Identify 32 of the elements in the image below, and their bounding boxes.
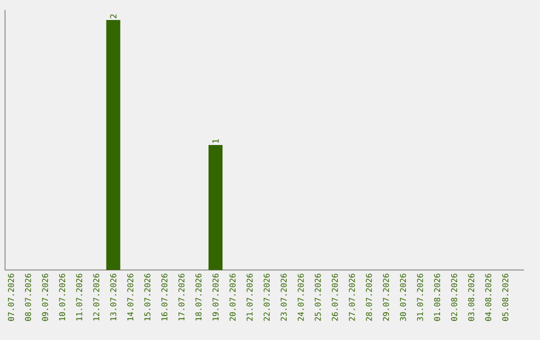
x-tick-label: 11.07.2026 (76, 274, 82, 320)
x-tick-label: 09.07.2026 (42, 274, 48, 321)
x-tick-label: 28.07.2026 (366, 274, 372, 321)
x-tick-label: 04.08.2026 (485, 274, 492, 321)
x-tick-label: 01.08.2026 (434, 274, 440, 321)
x-tick-label: 30.07.2026 (400, 274, 406, 321)
x-tick-label: 14.07.2026 (127, 274, 134, 320)
x-tick-label: 16.07.2026 (161, 274, 168, 320)
x-tick-label: 29.07.2026 (382, 274, 389, 321)
x-tick-label: 18.07.2026 (195, 274, 202, 320)
x-tick-label: 12.07.2026 (93, 274, 100, 320)
x-tick-label: 17.07.2026 (178, 274, 184, 320)
x-tick-label: 31.07.2026 (417, 274, 424, 321)
data-label: 2 (110, 14, 116, 18)
x-tick-label: 10.07.2026 (59, 274, 66, 320)
x-tick-label: 13.07.2026 (110, 274, 116, 320)
x-tick-label: 20.07.2026 (230, 274, 236, 321)
x-tick-label: 22.07.2026 (264, 274, 270, 321)
x-tick-label: 07.07.2026 (8, 274, 14, 321)
data-label: 1 (212, 139, 219, 143)
x-tick-label: 24.07.2026 (298, 274, 304, 321)
x-tick-label: 02.08.2026 (451, 274, 458, 321)
x-tick-label: 15.07.2026 (144, 274, 150, 320)
x-tick-label: 08.07.2026 (25, 274, 32, 321)
x-tick-label: 23.07.2026 (280, 274, 287, 321)
x-tick-label: 26.07.2026 (332, 274, 338, 321)
x-tick-label: 27.07.2026 (348, 274, 355, 321)
x-tick-label: 19.07.2026 (212, 274, 219, 320)
x-tick-label: 05.08.2026 (502, 274, 508, 321)
x-tick-label: 03.08.2026 (468, 274, 474, 321)
x-tick-label: 21.07.2026 (246, 274, 253, 321)
x-tick-label: 25.07.2026 (314, 274, 321, 321)
